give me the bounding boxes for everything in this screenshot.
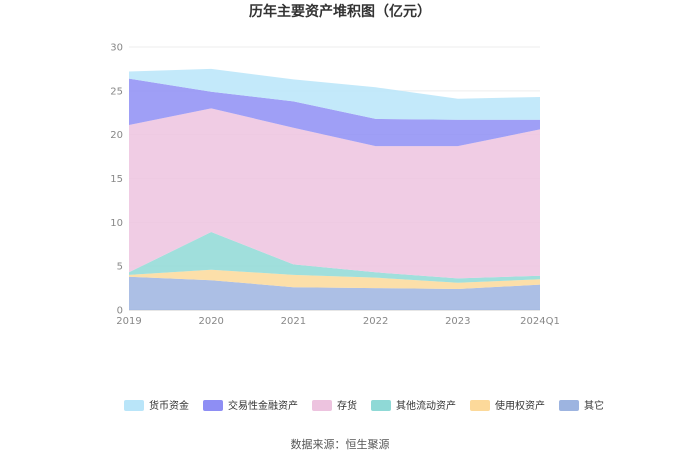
area-使用权资产 (129, 269, 540, 289)
legend-swatch (312, 400, 332, 411)
legend-item[interactable]: 存货 (312, 399, 357, 412)
chart-title: 历年主要资产堆积图（亿元） (249, 3, 431, 20)
area-其它 (129, 276, 540, 310)
area-存货 (129, 108, 540, 279)
legend-item[interactable]: 使用权资产 (470, 399, 545, 412)
y-tick-label: 15 (110, 174, 123, 185)
legend-item[interactable]: 其他流动资产 (371, 399, 456, 412)
y-axis: 0 5 10 15 20 25 30 (110, 43, 123, 317)
legend: 货币资金 交易性金融资产 存货 其他流动资产 使用权资产 其它 (124, 399, 604, 412)
y-tick-label: 10 (110, 218, 123, 229)
data-source: 数据来源：恒生聚源 (291, 437, 390, 451)
area-货币资金 (129, 68, 540, 120)
legend-swatch (559, 400, 579, 411)
area-其他流动资产 (129, 232, 540, 283)
legend-label: 存货 (337, 399, 357, 412)
y-tick-label: 25 (110, 86, 123, 97)
x-tick-label: 2020 (198, 316, 223, 327)
legend-label: 货币资金 (149, 399, 189, 412)
legend-swatch (371, 400, 391, 411)
legend-swatch (124, 400, 144, 411)
legend-label: 交易性金融资产 (228, 399, 298, 412)
x-tick-label: 2019 (116, 316, 141, 327)
legend-item[interactable]: 货币资金 (124, 399, 189, 412)
x-tick-label: 2021 (281, 316, 306, 327)
y-tick-label: 30 (110, 43, 123, 54)
area-series (129, 68, 540, 310)
legend-label: 其他流动资产 (396, 399, 456, 412)
x-axis: 2019 2020 2021 2022 2023 2024Q1 (116, 316, 560, 327)
legend-label: 其它 (584, 399, 604, 412)
y-tick-label: 20 (110, 130, 123, 141)
x-tick-label: 2024Q1 (520, 316, 560, 327)
legend-item[interactable]: 交易性金融资产 (203, 399, 298, 412)
legend-swatch (470, 400, 490, 411)
y-tick-label: 0 (117, 306, 123, 317)
legend-swatch (203, 400, 223, 411)
area-交易性金融资产 (129, 78, 540, 147)
x-tick-label: 2022 (363, 316, 388, 327)
legend-item[interactable]: 其它 (559, 399, 604, 412)
y-tick-label: 5 (117, 262, 123, 273)
x-tick-label: 2023 (445, 316, 470, 327)
legend-label: 使用权资产 (495, 399, 545, 412)
